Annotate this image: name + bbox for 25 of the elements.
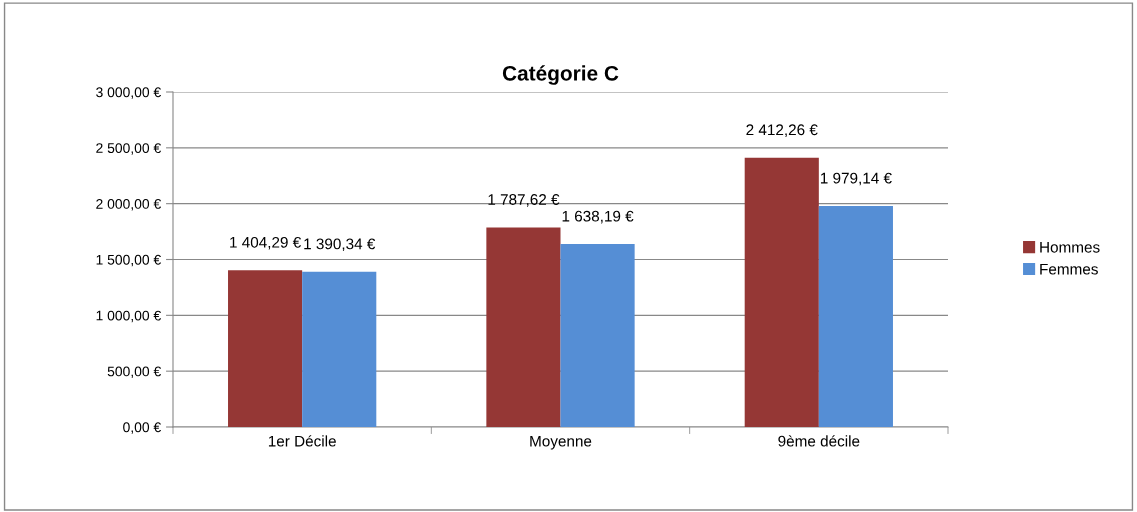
y-tick-label: 1 500,00 € — [96, 254, 161, 267]
bar — [302, 271, 377, 427]
bar — [818, 206, 893, 427]
y-tick-label: 500,00 € — [107, 366, 161, 378]
bar — [486, 227, 561, 427]
data-label: 1 404,29 € — [230, 236, 301, 250]
data-label: 1 787,62 € — [488, 194, 560, 207]
data-label: 2 412,26 € — [746, 124, 818, 137]
x-tick-label: 9ème décile — [778, 435, 860, 447]
bar — [560, 244, 635, 427]
chart-title: Catégorie C — [502, 65, 619, 85]
y-tick-label: 2 500,00 € — [96, 143, 161, 155]
y-tick-label: 0,00 € — [123, 422, 161, 434]
data-label: 1 979,14 € — [820, 172, 892, 186]
y-tick-label: 3 000,00 € — [96, 87, 161, 99]
data-label: 1 638,19 € — [562, 210, 634, 224]
legend-label: Femmes — [1040, 263, 1098, 275]
y-tick-label: 2 000,00 € — [96, 199, 161, 211]
bar — [228, 270, 303, 427]
legend-label: Hommes — [1040, 242, 1100, 253]
y-tick-label: 1 000,00 € — [96, 310, 161, 323]
x-tick-label: 1er Décile — [268, 435, 336, 447]
x-tick-label: Moyenne — [530, 435, 592, 450]
bar — [744, 157, 819, 427]
data-label: 1 390,34 € — [304, 238, 376, 252]
